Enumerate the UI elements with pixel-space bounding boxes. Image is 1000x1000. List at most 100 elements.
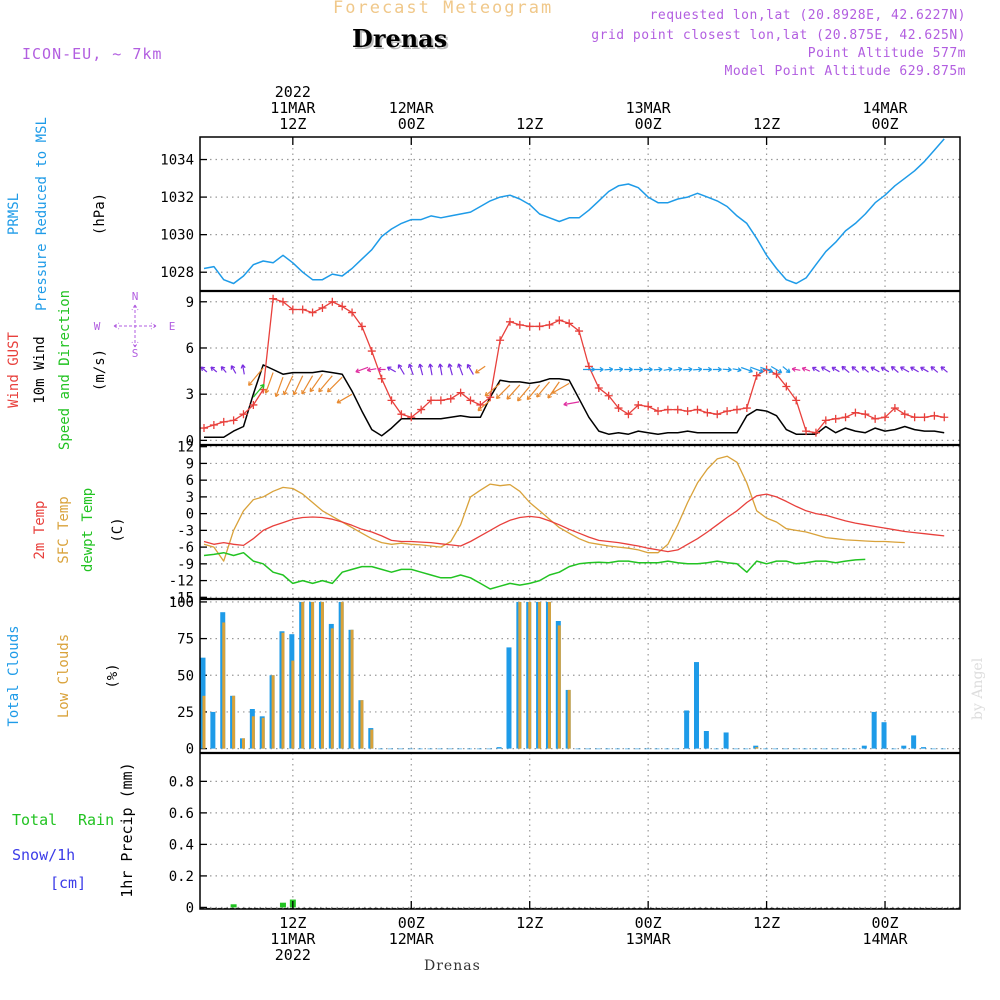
total-cloud-bar — [930, 748, 936, 750]
total-cloud-bar — [664, 748, 670, 750]
total-cloud-bar — [871, 711, 877, 749]
gust-marker — [249, 400, 258, 409]
total-cloud-bar — [772, 748, 778, 750]
wind-direction-arrow — [526, 384, 541, 401]
compass-south: S — [132, 347, 139, 360]
wind-label-0: Wind GUST — [6, 332, 22, 408]
bottom-time-label: 13MAR — [626, 930, 672, 948]
gust-marker — [535, 322, 544, 331]
wind-direction-arrow — [643, 366, 653, 373]
gust-marker — [407, 413, 416, 422]
total-cloud-bar — [891, 748, 897, 750]
gust-marker — [683, 407, 692, 416]
cloud-bars — [200, 601, 946, 750]
temperature-tick-label: -3 — [177, 523, 194, 539]
chart-title: Forecast Meteogram — [333, 0, 554, 18]
total-cloud-bar — [733, 748, 739, 750]
total-cloud-bar — [832, 748, 838, 750]
low-cloud-bar — [330, 628, 334, 749]
gust-marker — [871, 414, 880, 423]
gust-marker — [219, 417, 228, 426]
low-cloud-bar — [557, 625, 561, 749]
wind-direction-arrow — [703, 366, 713, 373]
gust-marker — [930, 411, 939, 420]
gust-marker — [575, 327, 584, 336]
precip-bars — [230, 899, 296, 908]
gust-marker — [367, 347, 376, 356]
wind-direction-arrow — [200, 366, 208, 373]
temperature-tick-label: -9 — [177, 557, 194, 573]
low-cloud-bar — [538, 601, 542, 749]
compass-west: W — [94, 320, 101, 333]
gust-marker — [900, 410, 909, 419]
top-time-label: 00Z — [398, 115, 425, 133]
clouds-tick-label: 50 — [177, 668, 194, 684]
wind-direction-arrow — [336, 393, 353, 404]
gust-marker — [831, 414, 840, 423]
total-cloud-bar — [506, 647, 512, 749]
gust-marker — [387, 396, 396, 405]
top-time-label: 12Z — [753, 115, 780, 133]
wind-direction-arrow — [614, 366, 624, 373]
gust-marker — [693, 405, 702, 414]
wind-direction-arrow — [551, 382, 570, 394]
gust-marker — [476, 400, 485, 409]
wind-direction-arrow — [377, 366, 386, 373]
total-cloud-bar — [624, 748, 630, 750]
wind-direction-arrow — [820, 366, 831, 373]
bottom-time-label: 11MAR — [270, 930, 316, 948]
compass-east: E — [169, 320, 176, 333]
wind-direction-arrow — [604, 366, 614, 373]
temperature-tick-label: -15 — [169, 590, 194, 606]
gust-marker — [821, 416, 830, 425]
gust-marker — [673, 405, 682, 414]
low-cloud-bar — [241, 738, 245, 749]
top-time-label: 12Z — [279, 115, 306, 133]
low-cloud-bar — [547, 601, 551, 749]
low-cloud-bar — [340, 601, 344, 749]
total-cloud-bar — [595, 748, 601, 750]
plot-frame — [199, 136, 961, 910]
gust-marker — [298, 305, 307, 314]
wind-direction-arrow — [712, 366, 722, 373]
top-time-label: 2022 — [275, 83, 311, 101]
total-cloud-bar — [851, 748, 857, 750]
gust-marker — [377, 374, 386, 383]
wind-direction-arrow — [292, 375, 304, 396]
gust-markers — [200, 294, 949, 437]
gust-marker — [357, 322, 366, 331]
gust-marker — [594, 384, 603, 393]
wind-direction-arrow — [930, 366, 939, 373]
total-cloud-bar — [437, 748, 443, 750]
low-cloud-bar — [202, 695, 206, 749]
wind-direction-arrow — [484, 382, 501, 397]
gust-marker — [555, 316, 564, 325]
location-title: Drenas — [352, 24, 448, 53]
total-cloud-bar — [378, 748, 384, 750]
gust-marker — [624, 410, 633, 419]
footer-location: Drenas — [424, 958, 481, 974]
total-cloud-bar — [792, 748, 798, 750]
total-cloud-bar — [634, 748, 640, 750]
precip-label-snow-unit: [cm] — [50, 874, 86, 892]
pressure-label-1: Pressure Reduced to MSL — [34, 117, 50, 311]
low-cloud-bar — [370, 729, 374, 749]
gust-marker — [654, 407, 663, 416]
wind-direction-arrow — [653, 366, 663, 373]
grid-point-coords: grid point closest lon,lat (20.875E, 42.… — [591, 28, 966, 43]
wind-direction-arrow — [506, 384, 521, 400]
gust-marker — [723, 407, 732, 416]
total-cloud-bar — [940, 748, 946, 750]
wind-arrows — [200, 363, 948, 412]
clouds-label-1: Low Clouds — [56, 634, 72, 718]
gust-marker — [348, 308, 357, 317]
low-cloud-bar — [350, 629, 354, 749]
low-cloud-bar — [755, 747, 759, 749]
wind-direction-arrow — [831, 366, 840, 373]
gust-marker — [525, 322, 534, 331]
wind-direction-arrow — [326, 376, 343, 393]
wind-direction-arrow — [517, 386, 531, 402]
wind-direction-arrow — [851, 366, 860, 373]
total-cloud-bar — [743, 748, 749, 750]
